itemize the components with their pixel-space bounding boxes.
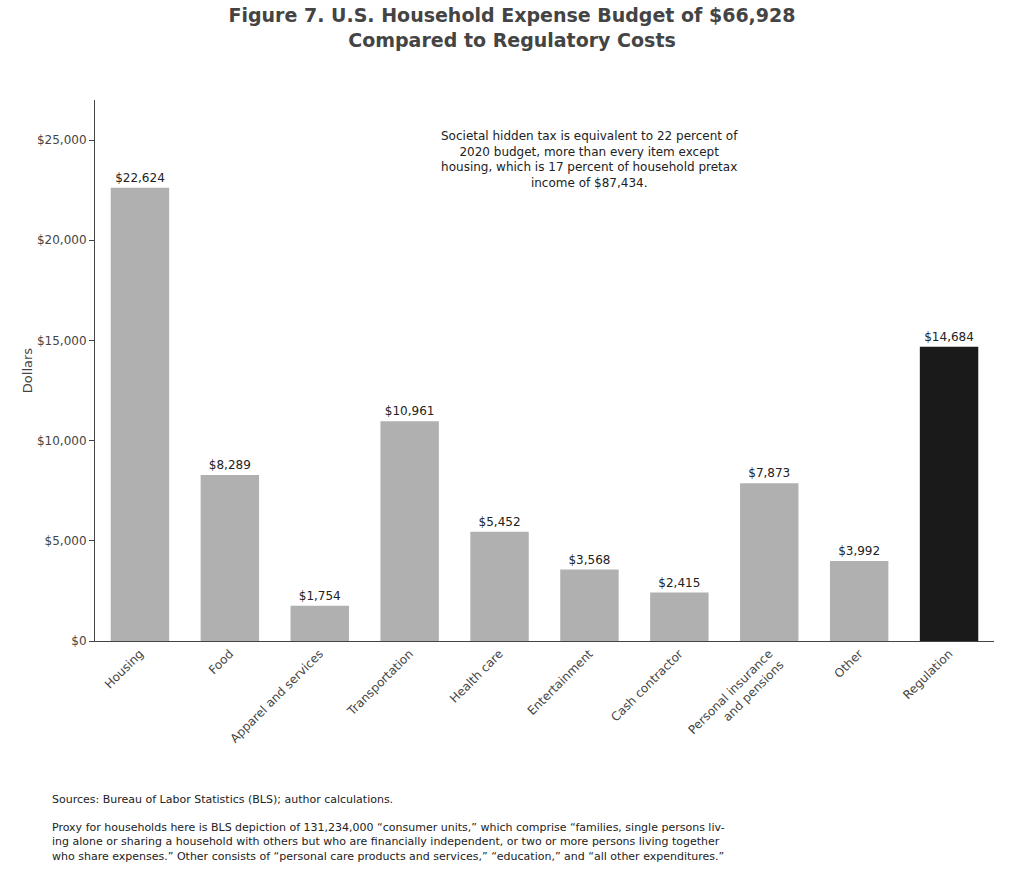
svg-text:Dollars: Dollars [20,348,35,393]
svg-text:$20,000: $20,000 [37,233,87,247]
svg-text:$3,568: $3,568 [568,553,610,567]
svg-text:$1,754: $1,754 [299,589,341,603]
svg-text:$5,000: $5,000 [45,534,87,548]
svg-text:Figure 7. U.S. Household Expen: Figure 7. U.S. Household Expense Budget … [228,4,795,51]
svg-text:Other: Other [832,647,866,681]
svg-text:Societal hidden tax is equival: Societal hidden tax is equivalent to 22 … [441,129,738,190]
svg-text:Personal insuranceand pensions: Personal insuranceand pensions [685,647,786,748]
svg-text:$10,000: $10,000 [37,434,87,448]
svg-text:$10,961: $10,961 [385,404,435,418]
svg-text:Transportation: Transportation [344,647,416,719]
svg-text:Regulation: Regulation [900,647,955,702]
svg-text:$15,000: $15,000 [37,334,87,348]
svg-text:Sources: Bureau of Labor Stati: Sources: Bureau of Labor Statistics (BLS… [52,793,393,806]
svg-text:Housing: Housing [102,647,146,691]
svg-text:Entertainment: Entertainment [525,647,596,718]
svg-text:$3,992: $3,992 [838,544,880,558]
svg-text:Health care: Health care [447,647,506,706]
svg-text:Proxy for households here is B: Proxy for households here is BLS depicti… [52,821,725,863]
svg-text:Food: Food [206,647,236,677]
svg-text:$2,415: $2,415 [658,576,700,590]
svg-text:Apparel and services: Apparel and services [227,647,326,746]
svg-text:Cash contractor: Cash contractor [608,647,685,724]
svg-text:$14,684: $14,684 [924,330,974,344]
svg-text:$22,624: $22,624 [115,171,165,185]
svg-text:$5,452: $5,452 [479,515,521,529]
svg-text:$7,873: $7,873 [748,466,790,480]
svg-text:$0: $0 [71,634,86,648]
svg-text:$8,289: $8,289 [209,458,251,472]
svg-text:$25,000: $25,000 [37,133,87,147]
